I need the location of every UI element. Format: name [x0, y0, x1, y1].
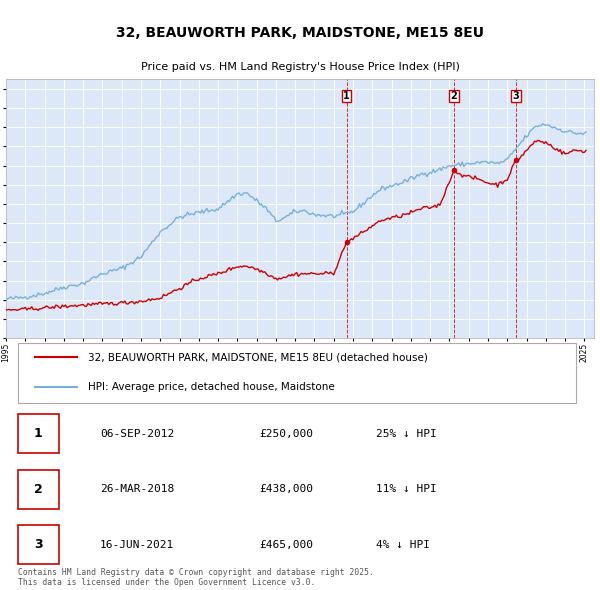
- Text: 4% ↓ HPI: 4% ↓ HPI: [376, 540, 430, 549]
- FancyBboxPatch shape: [18, 525, 59, 564]
- Text: Price paid vs. HM Land Registry's House Price Index (HPI): Price paid vs. HM Land Registry's House …: [140, 62, 460, 72]
- Text: Contains HM Land Registry data © Crown copyright and database right 2025.
This d: Contains HM Land Registry data © Crown c…: [18, 568, 374, 587]
- Text: 16-JUN-2021: 16-JUN-2021: [100, 540, 175, 549]
- Text: £465,000: £465,000: [259, 540, 313, 549]
- Text: 1: 1: [34, 427, 43, 440]
- Text: 3: 3: [34, 538, 43, 551]
- Text: 32, BEAUWORTH PARK, MAIDSTONE, ME15 8EU: 32, BEAUWORTH PARK, MAIDSTONE, ME15 8EU: [116, 26, 484, 40]
- Text: HPI: Average price, detached house, Maidstone: HPI: Average price, detached house, Maid…: [88, 382, 335, 392]
- Text: 32, BEAUWORTH PARK, MAIDSTONE, ME15 8EU (detached house): 32, BEAUWORTH PARK, MAIDSTONE, ME15 8EU …: [88, 352, 428, 362]
- Text: 11% ↓ HPI: 11% ↓ HPI: [376, 484, 437, 494]
- FancyBboxPatch shape: [18, 414, 59, 453]
- Text: £250,000: £250,000: [259, 429, 313, 438]
- Text: 2: 2: [451, 91, 457, 101]
- Text: 06-SEP-2012: 06-SEP-2012: [100, 429, 175, 438]
- Text: 2: 2: [34, 483, 43, 496]
- Text: £438,000: £438,000: [259, 484, 313, 494]
- Text: 26-MAR-2018: 26-MAR-2018: [100, 484, 175, 494]
- Text: 1: 1: [343, 91, 350, 101]
- Text: 25% ↓ HPI: 25% ↓ HPI: [376, 429, 437, 438]
- Text: 3: 3: [513, 91, 520, 101]
- FancyBboxPatch shape: [18, 343, 577, 402]
- FancyBboxPatch shape: [18, 470, 59, 509]
